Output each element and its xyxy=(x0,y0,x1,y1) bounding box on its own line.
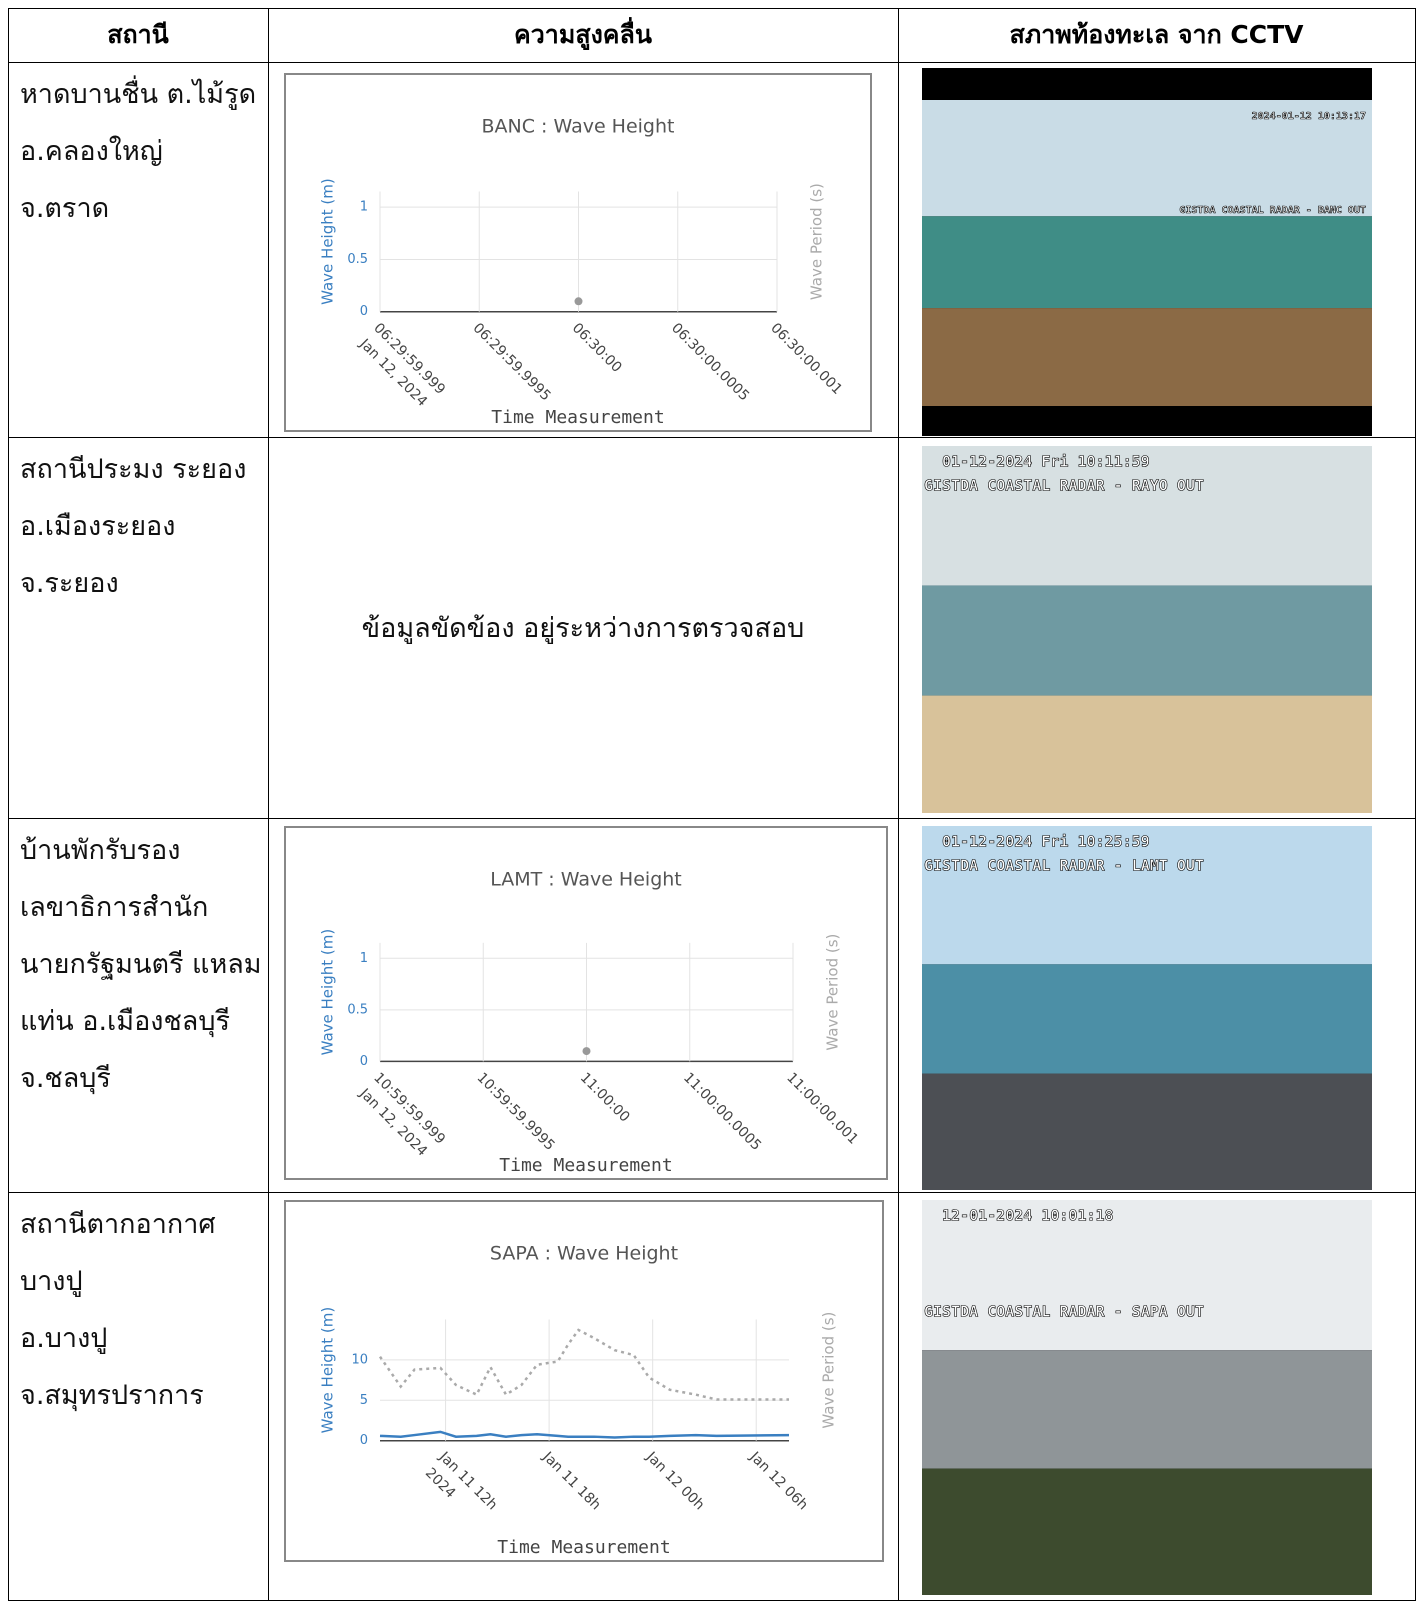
station-name: จ.ระยอง xyxy=(20,568,119,599)
y2-axis-title: Wave Period (s) xyxy=(820,1312,838,1429)
data-point xyxy=(582,1047,591,1056)
table-border xyxy=(1415,8,1416,1600)
cctv-timestamp: 2024-01-12 10:13:17 xyxy=(1252,111,1366,122)
column-header: สถานี xyxy=(107,20,169,49)
y-axis-title: Wave Height (m) xyxy=(319,178,337,305)
x-axis-title: Time Measurement xyxy=(497,1537,670,1558)
cctv-caption: GISTDA COASTAL RADAR - SAPA OUT xyxy=(924,1303,1204,1321)
table-border xyxy=(8,8,1416,9)
y-tick-label: 10 xyxy=(351,1352,368,1367)
station-name: อ.บางปู xyxy=(20,1323,108,1354)
ground xyxy=(922,1073,1372,1190)
y-tick-label: 0 xyxy=(360,1054,368,1069)
y-tick-label: 5 xyxy=(360,1393,368,1408)
sky xyxy=(922,826,1372,965)
y2-axis-title: Wave Period (s) xyxy=(824,934,842,1051)
sea xyxy=(922,1350,1372,1469)
cctv-timestamp: 12-01-2024 10:01:18 xyxy=(942,1207,1114,1225)
station-name: นายกรัฐมนตรี แหลม xyxy=(20,949,262,980)
y-tick-label: 0.5 xyxy=(347,1002,368,1017)
station-name: อ.เมืองระยอง xyxy=(20,511,176,542)
table-border xyxy=(8,1192,1416,1193)
sea xyxy=(922,585,1372,696)
column-header: สภาพท้องทะเล จาก CCTV xyxy=(1009,20,1304,49)
chart-title: SAPA : Wave Height xyxy=(490,1243,678,1265)
cctv-caption: GISTDA COASTAL RADAR - RAYO OUT xyxy=(924,477,1204,495)
data-point xyxy=(574,297,583,306)
table-border xyxy=(8,62,1416,63)
y2-axis-title: Wave Period (s) xyxy=(808,183,826,300)
chart-frame xyxy=(284,1200,884,1562)
y-axis-title: Wave Height (m) xyxy=(319,929,337,1056)
station-name: เลขาธิการสำนัก xyxy=(20,892,209,923)
station-name: สถานีตากอากาศ xyxy=(20,1209,216,1240)
cctv-caption: GISTDA COASTAL RADAR - BANC OUT xyxy=(1179,205,1366,216)
y-tick-label: 1 xyxy=(360,200,368,215)
data-line xyxy=(378,1328,789,1401)
station-name: จ.ชลบุรี xyxy=(20,1063,111,1094)
y-axis-title: Wave Height (m) xyxy=(319,1307,337,1434)
cctv-caption: GISTDA COASTAL RADAR - LAMT OUT xyxy=(924,857,1204,875)
station-name: บ้านพักรับรอง xyxy=(20,835,181,866)
y-tick-label: 0 xyxy=(360,1433,368,1448)
x-axis-title: Time Measurement xyxy=(491,407,664,428)
column-header: ความสูงคลื่น xyxy=(514,20,652,49)
station-name: สถานีประมง ระยอง xyxy=(20,454,247,485)
data-line xyxy=(379,1430,790,1439)
y-tick-label: 0 xyxy=(360,304,368,319)
sea xyxy=(922,964,1372,1074)
ground xyxy=(922,308,1372,406)
y-tick-label: 1 xyxy=(360,951,368,966)
table-border xyxy=(268,8,269,1600)
status-message: ข้อมูลขัดข้อง อยู่ระหว่างการตรวจสอบ xyxy=(361,612,805,644)
station-name: อ.คลองใหญ่ xyxy=(20,136,163,167)
table-border xyxy=(8,8,9,1600)
cctv-timestamp: 01-12-2024 Fri 10:11:59 xyxy=(942,453,1150,471)
cctv-timestamp: 01-12-2024 Fri 10:25:59 xyxy=(942,833,1150,851)
sea xyxy=(922,216,1372,309)
cctv-image: 2024-01-12 10:13:17 GISTDA COASTAL RADAR … xyxy=(922,68,1372,436)
table-border xyxy=(8,818,1416,819)
cctv-image: 12-01-2024 10:01:18 GISTDA COASTAL RADAR … xyxy=(922,1200,1372,1595)
ground xyxy=(922,695,1372,813)
sky xyxy=(922,1200,1372,1351)
x-axis-title: Time Measurement xyxy=(499,1155,672,1176)
y-tick-label: 0.5 xyxy=(347,252,368,267)
station-name: หาดบานชื่น ต.ไม้รูด xyxy=(20,79,257,110)
chart-title: LAMT : Wave Height xyxy=(490,869,682,891)
table-border xyxy=(8,437,1416,438)
station-name: จ.สมุทรปราการ xyxy=(20,1380,204,1411)
station-name: จ.ตราด xyxy=(20,193,110,224)
station-name: แท่น อ.เมืองชลบุรี xyxy=(20,1006,230,1037)
sky xyxy=(922,446,1372,586)
cctv-image: 01-12-2024 Fri 10:25:59 GISTDA COASTAL RA… xyxy=(922,826,1372,1190)
cctv-image: 01-12-2024 Fri 10:11:59 GISTDA COASTAL RA… xyxy=(922,446,1372,813)
table-border xyxy=(898,8,899,1600)
chart-title: BANC : Wave Height xyxy=(482,116,675,138)
ground xyxy=(922,1468,1372,1595)
station-name: บางปู xyxy=(20,1266,83,1297)
sky xyxy=(922,100,1372,217)
